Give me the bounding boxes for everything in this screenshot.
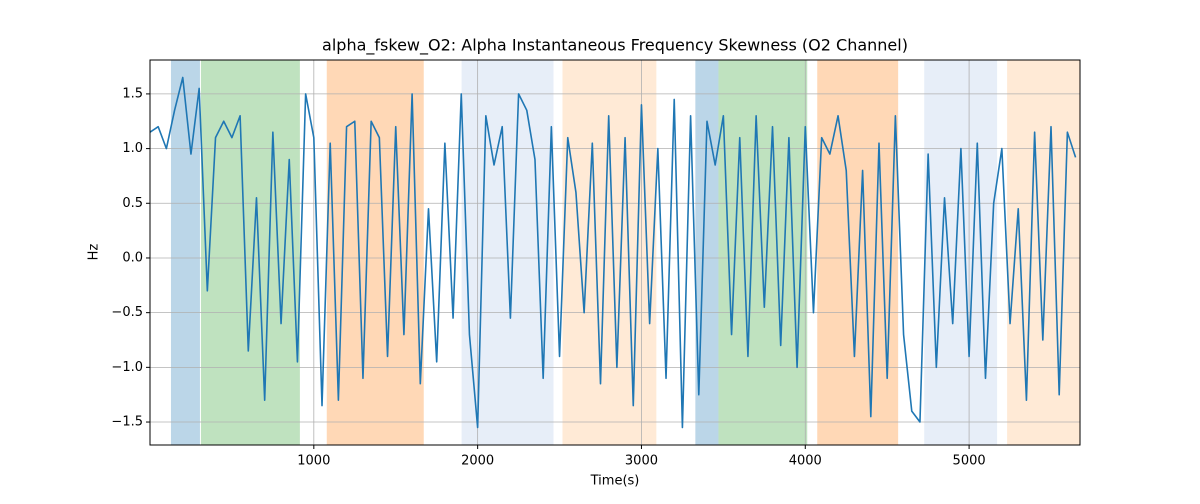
y-tick-label: 0.0 (122, 250, 143, 265)
x-tick-label: 5000 (953, 454, 986, 469)
y-tick-label: −1.0 (111, 360, 143, 375)
highlight-span (817, 60, 899, 445)
y-tick-label: 1.0 (122, 141, 143, 156)
x-tick-label: 3000 (625, 454, 658, 469)
highlight-span (718, 60, 808, 445)
highlight-span (200, 60, 300, 445)
x-tick-label: 1000 (297, 454, 330, 469)
highlight-span (326, 60, 424, 445)
y-tick-label: 0.5 (122, 196, 143, 211)
y-tick-label: −1.5 (111, 415, 143, 430)
x-tick-label: 4000 (789, 454, 822, 469)
highlight-span (924, 60, 998, 445)
highlight-span (1007, 60, 1080, 445)
data-line (149, 76, 1077, 429)
y-tick-label: 1.5 (122, 86, 143, 101)
axes-frame (149, 59, 1081, 446)
x-tick-label: 2000 (461, 454, 494, 469)
y-axis-label: Hz (87, 244, 102, 261)
x-axis-label: Time(s) (590, 474, 640, 489)
y-tick-label: −0.5 (111, 305, 143, 320)
chart-title: alpha_fskew_O2: Alpha Instantaneous Freq… (322, 36, 908, 56)
highlight-span (695, 60, 719, 445)
